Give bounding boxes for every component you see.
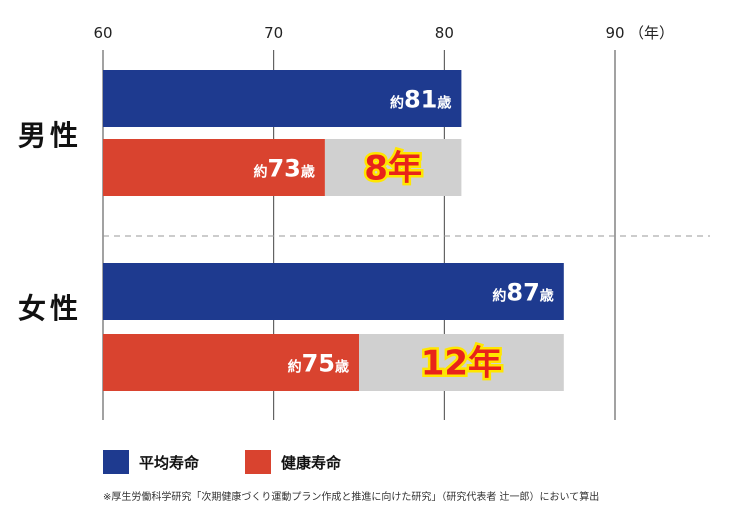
gap-region-0 bbox=[324, 139, 462, 196]
x-tick-label-90: 90 bbox=[605, 24, 624, 42]
x-tick-label-70: 70 bbox=[264, 24, 283, 42]
legend-label-healthy-life: 健康寿命 bbox=[281, 453, 342, 472]
legend-item-healthy-life: 健康寿命 bbox=[245, 450, 341, 474]
gap-label-0: 8年 bbox=[364, 149, 422, 189]
bar-label-0-0: 約81歳 bbox=[390, 86, 451, 114]
bar-1-1 bbox=[103, 334, 359, 391]
gap-region-1 bbox=[359, 334, 564, 391]
source-note: ※厚生労働科学研究「次期健康づくり運動プラン作成と推進に向けた研究」（研究代表者… bbox=[103, 492, 600, 503]
x-tick-label-80: 80 bbox=[435, 24, 454, 42]
bar-0-0 bbox=[103, 70, 462, 127]
legend-label-average-life: 平均寿命 bbox=[139, 453, 200, 472]
group-label-1: 女性 bbox=[18, 292, 82, 325]
legend-swatch-healthy-life bbox=[245, 450, 272, 474]
bar-label-1-0: 約87歳 bbox=[492, 279, 553, 307]
legend-swatch-average-life bbox=[103, 450, 129, 474]
bar-label-1-1: 約75歳 bbox=[288, 350, 349, 378]
group-label-0: 男性 bbox=[18, 119, 82, 152]
bar-1-0 bbox=[103, 263, 564, 320]
gap-label-1: 12年 bbox=[421, 344, 502, 384]
bar-label-0-1: 約73歳 bbox=[253, 155, 314, 183]
legend-item-average-life: 平均寿命 bbox=[103, 450, 199, 474]
x-unit-label: （年） bbox=[629, 24, 674, 42]
bar-0-1 bbox=[103, 139, 325, 196]
legend: 平均寿命 健康寿命 bbox=[103, 450, 341, 474]
x-tick-label-60: 60 bbox=[93, 24, 112, 42]
